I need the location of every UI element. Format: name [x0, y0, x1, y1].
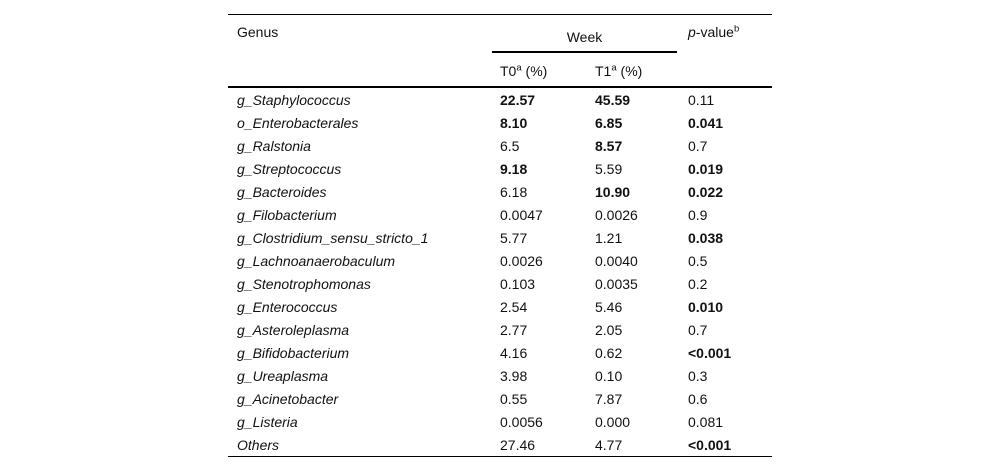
- pvalue-p: p: [688, 24, 696, 40]
- pvalue-cell: <0.001: [688, 436, 732, 453]
- week-spanner-label: Week: [492, 29, 677, 53]
- table-row: g_Bifidobacterium 4.16 0.62 <0.001: [228, 341, 772, 364]
- table-row: g_Listeria 0.0056 0.000 0.081: [228, 410, 772, 433]
- t1-cell: 0.62: [595, 344, 623, 361]
- table-row: g_Clostridium_sensu_stricto_1 5.77 1.21 …: [228, 226, 772, 249]
- pvalue-cell: 0.022: [688, 183, 724, 200]
- t1-cell: 0.0040: [595, 252, 638, 269]
- pvalue-rest: -value: [695, 24, 734, 40]
- pvalue-cell: 0.7: [688, 321, 708, 338]
- t1-cell: 0.000: [595, 413, 631, 430]
- t1-cell: 2.05: [595, 321, 623, 338]
- genus-cell: g_Acinetobacter: [237, 390, 339, 407]
- t0-cell: 2.54: [500, 298, 528, 315]
- genus-cell: Others: [237, 436, 280, 453]
- t1-cell: 0.10: [595, 367, 623, 384]
- t1-unit: (%): [616, 62, 643, 79]
- t0-unit: (%): [521, 62, 548, 79]
- t1-cell: 7.87: [595, 390, 623, 407]
- genus-cell: g_Enterococcus: [237, 298, 338, 315]
- table-body: g_Staphylococcus 22.57 45.59 0.11 o_Ente…: [228, 87, 772, 457]
- genus-cell: g_Lachnoanaerobaculum: [237, 252, 396, 269]
- t1-cell: 0.0035: [595, 275, 638, 292]
- t1-cell: 5.59: [595, 160, 623, 177]
- table-row: g_Asteroleplasma 2.77 2.05 0.7: [228, 318, 772, 341]
- table-row: g_Lachnoanaerobaculum 0.0026 0.0040 0.5: [228, 249, 772, 272]
- genus-cell: g_Asteroleplasma: [237, 321, 350, 338]
- footnote-marker-b: b: [733, 23, 740, 35]
- t1-cell: 4.77: [595, 436, 623, 453]
- table-row: g_Filobacterium 0.0047 0.0026 0.9: [228, 203, 772, 226]
- t0-cell: 22.57: [500, 91, 536, 108]
- t0-cell: 6.18: [500, 183, 528, 200]
- table-row: Others 27.46 4.77 <0.001: [228, 433, 772, 457]
- t1-cell: 8.57: [595, 137, 623, 154]
- t1-cell: 5.46: [595, 298, 623, 315]
- pvalue-cell: 0.019: [688, 160, 724, 177]
- genus-cell: g_Ureaplasma: [237, 367, 329, 384]
- pvalue-cell: 0.3: [688, 367, 708, 384]
- table-row: o_Enterobacterales 8.10 6.85 0.041: [228, 111, 772, 134]
- table-row: g_Acinetobacter 0.55 7.87 0.6: [228, 387, 772, 410]
- t1-cell: 45.59: [595, 91, 631, 108]
- genus-cell: g_Listeria: [237, 413, 298, 430]
- table-row: g_Stenotrophomonas 0.103 0.0035 0.2: [228, 272, 772, 295]
- pvalue-cell: 0.11: [688, 91, 715, 108]
- t1-cell: 6.85: [595, 114, 623, 131]
- genus-cell: g_Clostridium_sensu_stricto_1: [237, 229, 429, 246]
- table-row: g_Enterococcus 2.54 5.46 0.010: [228, 295, 772, 318]
- t1-cell: 1.21: [595, 229, 623, 246]
- genus-cell: g_Bacteroides: [237, 183, 327, 200]
- pvalue-cell: 0.038: [688, 229, 724, 246]
- table-row: g_Streptococcus 9.18 5.59 0.019: [228, 157, 772, 180]
- pvalue-cell: 0.6: [688, 390, 708, 407]
- t1-cell: 10.90: [595, 183, 631, 200]
- genus-abundance-table: Genus Week p-valueb T0a (%) T1a (%) g_St…: [228, 14, 772, 457]
- pvalue-cell: 0.5: [688, 252, 708, 269]
- genus-cell: g_Filobacterium: [237, 206, 337, 223]
- pvalue-cell: 0.010: [688, 298, 724, 315]
- table-row: g_Staphylococcus 22.57 45.59 0.11: [228, 87, 772, 111]
- genus-cell: g_Stenotrophomonas: [237, 275, 371, 292]
- abundance-table-wrap: Genus Week p-valueb T0a (%) T1a (%) g_St…: [228, 14, 772, 457]
- t0-cell: 4.16: [500, 344, 528, 361]
- pvalue-cell: 0.9: [688, 206, 708, 223]
- t0-cell: 5.77: [500, 229, 528, 246]
- column-header-t1: T1a (%): [595, 61, 643, 79]
- table-row: g_Ralstonia 6.5 8.57 0.7: [228, 134, 772, 157]
- pvalue-cell: 0.081: [688, 413, 724, 430]
- pvalue-cell: 0.041: [688, 114, 724, 131]
- table-header: Genus Week p-valueb T0a (%) T1a (%): [228, 15, 772, 88]
- t0-cell: 0.103: [500, 275, 536, 292]
- pvalue-cell: <0.001: [688, 344, 732, 361]
- genus-cell: g_Streptococcus: [237, 160, 342, 177]
- t1-cell: 0.0026: [595, 206, 638, 223]
- genus-cell: o_Enterobacterales: [237, 114, 359, 131]
- column-header-pvalue: p-valueb: [688, 15, 772, 88]
- t0-cell: 3.98: [500, 367, 528, 384]
- t0-cell: 0.0047: [500, 206, 543, 223]
- t0-cell: 9.18: [500, 160, 528, 177]
- column-header-genus: Genus: [237, 24, 279, 40]
- t0-cell: 0.0056: [500, 413, 543, 430]
- genus-cell: g_Staphylococcus: [237, 91, 351, 108]
- genus-cell: g_Ralstonia: [237, 137, 311, 154]
- column-header-t0: T0a (%): [500, 61, 548, 79]
- table-row: g_Bacteroides 6.18 10.90 0.022: [228, 180, 772, 203]
- t0-cell: 0.0026: [500, 252, 543, 269]
- footnote-marker-a: a: [516, 61, 522, 73]
- pvalue-cell: 0.2: [688, 275, 708, 292]
- t0-cell: 27.46: [500, 436, 536, 453]
- t0-cell: 2.77: [500, 321, 528, 338]
- table-row: g_Ureaplasma 3.98 0.10 0.3: [228, 364, 772, 387]
- genus-cell: g_Bifidobacterium: [237, 344, 350, 361]
- pvalue-cell: 0.7: [688, 137, 708, 154]
- t0-cell: 8.10: [500, 114, 528, 131]
- footnote-marker-a: a: [611, 61, 617, 73]
- t0-cell: 6.5: [500, 137, 520, 154]
- t0-cell: 0.55: [500, 390, 528, 407]
- column-group-week: Week: [492, 15, 688, 53]
